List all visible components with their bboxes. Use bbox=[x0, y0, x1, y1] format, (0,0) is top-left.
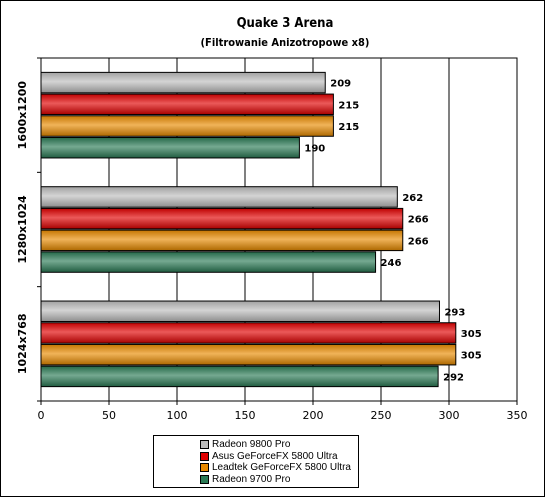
legend-item: Asus GeForceFX 5800 Ultra bbox=[200, 451, 358, 463]
chart-subtitle: (Filtrowanie Anizotropowe x8) bbox=[201, 36, 370, 49]
x-tick-label: 200 bbox=[303, 409, 324, 422]
category-label: 1024x768 bbox=[16, 313, 29, 374]
data-label: 190 bbox=[304, 144, 325, 155]
bar bbox=[40, 229, 404, 252]
legend-label: Asus GeForceFX 5800 Ultra bbox=[212, 450, 338, 462]
plot-area: 0 50 100 150 200 250 300 350 1600x1200 209 215 215 1… bbox=[16, 57, 528, 422]
data-label: 262 bbox=[402, 193, 423, 204]
x-tick-label: 300 bbox=[439, 409, 460, 422]
x-tick-label: 150 bbox=[235, 409, 256, 422]
x-tick-label: 250 bbox=[371, 409, 392, 422]
bar bbox=[40, 93, 334, 116]
bar bbox=[40, 251, 377, 273]
legend-item: Radeon 9800 Pro bbox=[200, 439, 358, 451]
data-label: 292 bbox=[443, 372, 464, 383]
legend-swatch bbox=[200, 451, 209, 461]
category-label: 1600x1200 bbox=[16, 81, 29, 150]
data-label: 246 bbox=[381, 258, 402, 269]
chart-title: Quake 3 Arena bbox=[237, 16, 334, 31]
x-tick-label: 100 bbox=[167, 409, 188, 422]
legend: Radeon 9800 Pro Asus GeForceFX 5800 Ultra… bbox=[153, 435, 359, 488]
data-label: 305 bbox=[461, 351, 482, 362]
data-label: 215 bbox=[338, 122, 359, 133]
data-label: 266 bbox=[408, 215, 429, 226]
category-label: 1280x1024 bbox=[16, 195, 29, 264]
data-label: 293 bbox=[444, 307, 465, 318]
bar bbox=[40, 186, 398, 208]
legend-swatch bbox=[200, 474, 209, 484]
bar bbox=[40, 115, 334, 137]
bar bbox=[40, 300, 440, 323]
legend-item: Radeon 9700 Pro bbox=[200, 474, 358, 486]
bar bbox=[40, 322, 457, 344]
bar bbox=[40, 207, 404, 230]
bar bbox=[40, 71, 326, 94]
plot-border bbox=[40, 57, 518, 402]
legend-item: Leadtek GeForceFX 5800 Ultra bbox=[200, 462, 358, 474]
bar bbox=[40, 136, 300, 159]
data-label: 305 bbox=[461, 329, 482, 340]
legend-label: Radeon 9700 Pro bbox=[212, 473, 291, 485]
legend-swatch bbox=[200, 440, 209, 450]
bar bbox=[40, 365, 439, 388]
legend-label: Radeon 9800 Pro bbox=[212, 439, 291, 451]
bar bbox=[40, 343, 457, 366]
x-tick-label: 0 bbox=[38, 409, 45, 422]
data-label: 215 bbox=[338, 100, 359, 111]
data-label: 209 bbox=[330, 79, 351, 90]
x-tick-label: 50 bbox=[102, 409, 116, 422]
legend-label: Leadtek GeForceFX 5800 Ultra bbox=[212, 462, 351, 474]
x-tick-label: 350 bbox=[507, 409, 528, 422]
data-label: 266 bbox=[408, 236, 429, 247]
legend-swatch bbox=[200, 463, 209, 473]
